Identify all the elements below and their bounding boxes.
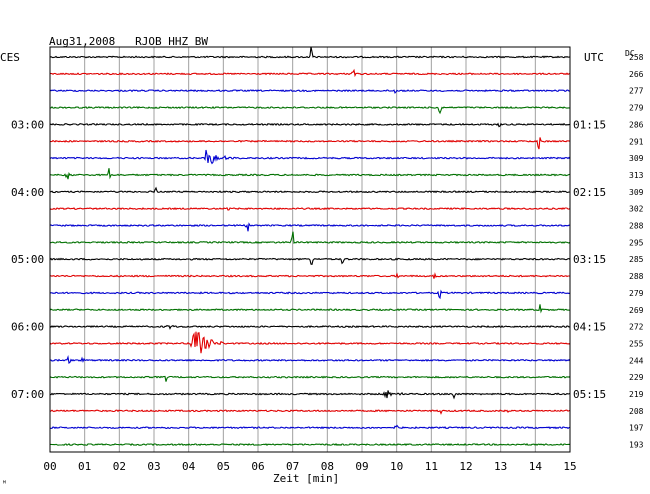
seismic-trace — [49, 257, 571, 265]
dc-offset-label: 258 — [629, 53, 644, 62]
x-axis-label: Zeit [min] — [273, 472, 339, 485]
right-hour-label: 05:15 — [573, 388, 606, 401]
dc-offset-label: 309 — [629, 154, 644, 163]
x-tick-label: 11 — [425, 460, 438, 473]
x-tick-label: 00 — [43, 460, 56, 473]
x-tick-label: 09 — [355, 460, 368, 473]
dc-offset-label: 193 — [629, 441, 644, 450]
seismic-trace — [49, 375, 571, 382]
plot-frame — [49, 46, 571, 453]
seismic-trace — [49, 122, 571, 128]
x-tick-label: 12 — [459, 460, 472, 473]
dc-offset-label: 255 — [629, 339, 644, 348]
label-group: 00 01 02 03 04 05 06 07 08 09 10 11 12 13 14 15 03:00 04:… — [11, 53, 644, 473]
right-hour-label: 03:15 — [573, 253, 606, 266]
seismic-trace — [49, 168, 571, 180]
dc-offset-label: 229 — [629, 373, 644, 382]
left-hour-label: 05:00 — [11, 253, 44, 266]
dc-offset-label: 291 — [629, 137, 644, 146]
corner-mark: ᴹ — [2, 479, 7, 488]
dc-offset-label: 277 — [629, 87, 644, 96]
trace-group — [49, 46, 571, 447]
seismic-trace — [49, 68, 571, 78]
dc-offset-label: 244 — [629, 356, 644, 365]
x-tick-label: 05 — [217, 460, 230, 473]
dc-offset-label: 279 — [629, 289, 644, 298]
seismic-trace — [49, 89, 571, 94]
x-tick-label: 02 — [113, 460, 126, 473]
x-tick-label: 01 — [78, 460, 91, 473]
right-hour-label: 02:15 — [573, 186, 606, 199]
dc-offset-label: 219 — [629, 390, 644, 399]
dc-offset-label: 288 — [629, 272, 644, 281]
dc-offset-label: 295 — [629, 238, 644, 247]
seismic-trace — [49, 390, 571, 400]
x-tick-label: 14 — [529, 460, 543, 473]
seismic-trace — [49, 289, 571, 300]
right-hour-label: 04:15 — [573, 321, 606, 334]
x-tick-label: 08 — [321, 460, 334, 473]
seismic-trace — [49, 46, 571, 59]
left-hour-label: 04:00 — [11, 186, 44, 199]
x-tick-label: 13 — [494, 460, 507, 473]
seismic-trace — [49, 149, 571, 165]
dc-offset-label: 313 — [629, 171, 644, 180]
dc-offset-label: 288 — [629, 222, 644, 231]
dc-offset-label: 208 — [629, 407, 644, 416]
seismic-trace — [49, 106, 570, 115]
seismic-trace — [49, 354, 571, 364]
dc-offset-label: 302 — [629, 205, 644, 214]
seismic-trace — [50, 424, 571, 430]
left-hour-label: 07:00 — [11, 388, 44, 401]
dc-offset-label: 272 — [629, 323, 644, 332]
dc-offset-label: 309 — [629, 188, 644, 197]
x-tick-label: 10 — [390, 460, 403, 473]
seismic-trace — [49, 186, 570, 194]
seismic-trace — [50, 231, 571, 244]
dc-offset-label: 286 — [629, 120, 644, 129]
chart-title: Aug31,2008 RJOB HHZ BW — [49, 35, 208, 48]
left-hour-label: 06:00 — [11, 321, 44, 334]
seismic-trace — [49, 324, 571, 330]
x-tick-label: 07 — [286, 460, 299, 473]
seismic-trace — [50, 272, 571, 279]
x-tick-label: 03 — [147, 460, 160, 473]
right-timezone-label: UTC — [584, 51, 604, 64]
dc-offset-label: 266 — [629, 70, 644, 79]
dc-offset-label: 279 — [629, 104, 644, 113]
right-hour-label: 01:15 — [573, 118, 606, 131]
x-tick-label: 06 — [251, 460, 264, 473]
x-tick-label: 15 — [563, 460, 576, 473]
grid-lines — [49, 47, 571, 452]
seismic-trace — [49, 409, 571, 415]
x-tick-label: 04 — [182, 460, 196, 473]
seismic-trace — [49, 331, 571, 354]
dc-offset-label: 197 — [629, 424, 644, 433]
seismic-trace — [49, 137, 571, 150]
dc-label: DC — [625, 49, 635, 58]
dc-offset-label: 285 — [629, 255, 644, 264]
seismic-trace — [50, 443, 571, 447]
left-timezone-label: CES — [0, 51, 20, 64]
seismic-trace — [49, 304, 571, 314]
dc-offset-label: 269 — [629, 306, 644, 315]
seismic-trace — [49, 207, 571, 211]
left-hour-label: 03:00 — [11, 118, 44, 131]
seismic-trace — [49, 222, 571, 232]
